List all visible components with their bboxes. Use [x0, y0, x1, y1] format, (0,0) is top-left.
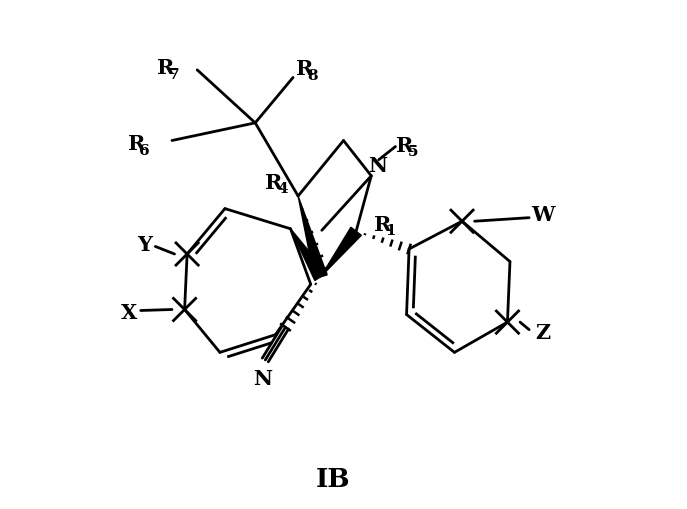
Text: X: X — [121, 302, 137, 322]
Text: R: R — [295, 59, 313, 79]
Polygon shape — [298, 196, 327, 279]
Text: Z: Z — [535, 323, 550, 343]
Text: 4: 4 — [277, 182, 288, 196]
Text: N: N — [254, 368, 272, 388]
Text: R: R — [374, 214, 391, 234]
Polygon shape — [291, 230, 327, 281]
Text: N: N — [368, 155, 387, 176]
Text: 6: 6 — [139, 144, 150, 157]
Text: W: W — [531, 204, 554, 224]
Text: R: R — [157, 58, 174, 78]
Text: R: R — [128, 134, 145, 154]
Text: R: R — [396, 135, 414, 155]
Text: Y: Y — [137, 235, 152, 254]
Text: 5: 5 — [408, 145, 418, 159]
Text: 1: 1 — [385, 224, 396, 238]
Polygon shape — [321, 228, 361, 277]
Text: IB: IB — [316, 466, 351, 491]
Text: 7: 7 — [168, 68, 179, 82]
Text: R: R — [265, 173, 282, 192]
Text: 8: 8 — [307, 69, 318, 83]
